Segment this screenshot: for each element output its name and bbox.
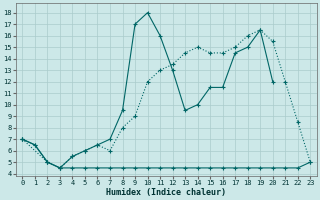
X-axis label: Humidex (Indice chaleur): Humidex (Indice chaleur) [106, 188, 226, 197]
